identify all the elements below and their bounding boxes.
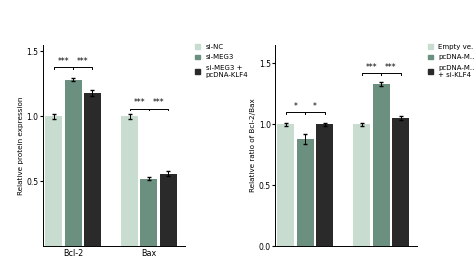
Bar <box>140 179 157 246</box>
Text: ***: *** <box>366 63 377 72</box>
Legend: Empty ve..., pcDNA-M..., pcDNA-M...
+ si-KLF4: Empty ve..., pcDNA-M..., pcDNA-M... + si… <box>428 44 474 78</box>
Bar <box>373 84 390 246</box>
Text: *: * <box>294 102 298 111</box>
Bar <box>121 116 138 246</box>
Bar <box>277 124 294 246</box>
Text: ***: *** <box>385 63 397 72</box>
Text: ***: *** <box>77 57 89 66</box>
Bar <box>392 118 409 246</box>
Y-axis label: Relative protein expression: Relative protein expression <box>18 96 24 195</box>
Bar <box>64 80 82 246</box>
Bar <box>316 124 333 246</box>
Text: ***: *** <box>57 57 69 66</box>
Text: *: * <box>313 102 317 111</box>
Bar <box>297 139 314 246</box>
Text: ***: *** <box>134 99 145 108</box>
Legend: si-NC, si-MEG3, si-MEG3 +
pcDNA-KLF4: si-NC, si-MEG3, si-MEG3 + pcDNA-KLF4 <box>195 44 248 78</box>
Bar <box>354 124 370 246</box>
Bar <box>84 93 101 246</box>
Y-axis label: Relative ratio of Bcl-2/Bax: Relative ratio of Bcl-2/Bax <box>250 99 256 192</box>
Bar <box>45 116 62 246</box>
Bar <box>160 174 177 246</box>
Text: ***: *** <box>153 99 164 108</box>
